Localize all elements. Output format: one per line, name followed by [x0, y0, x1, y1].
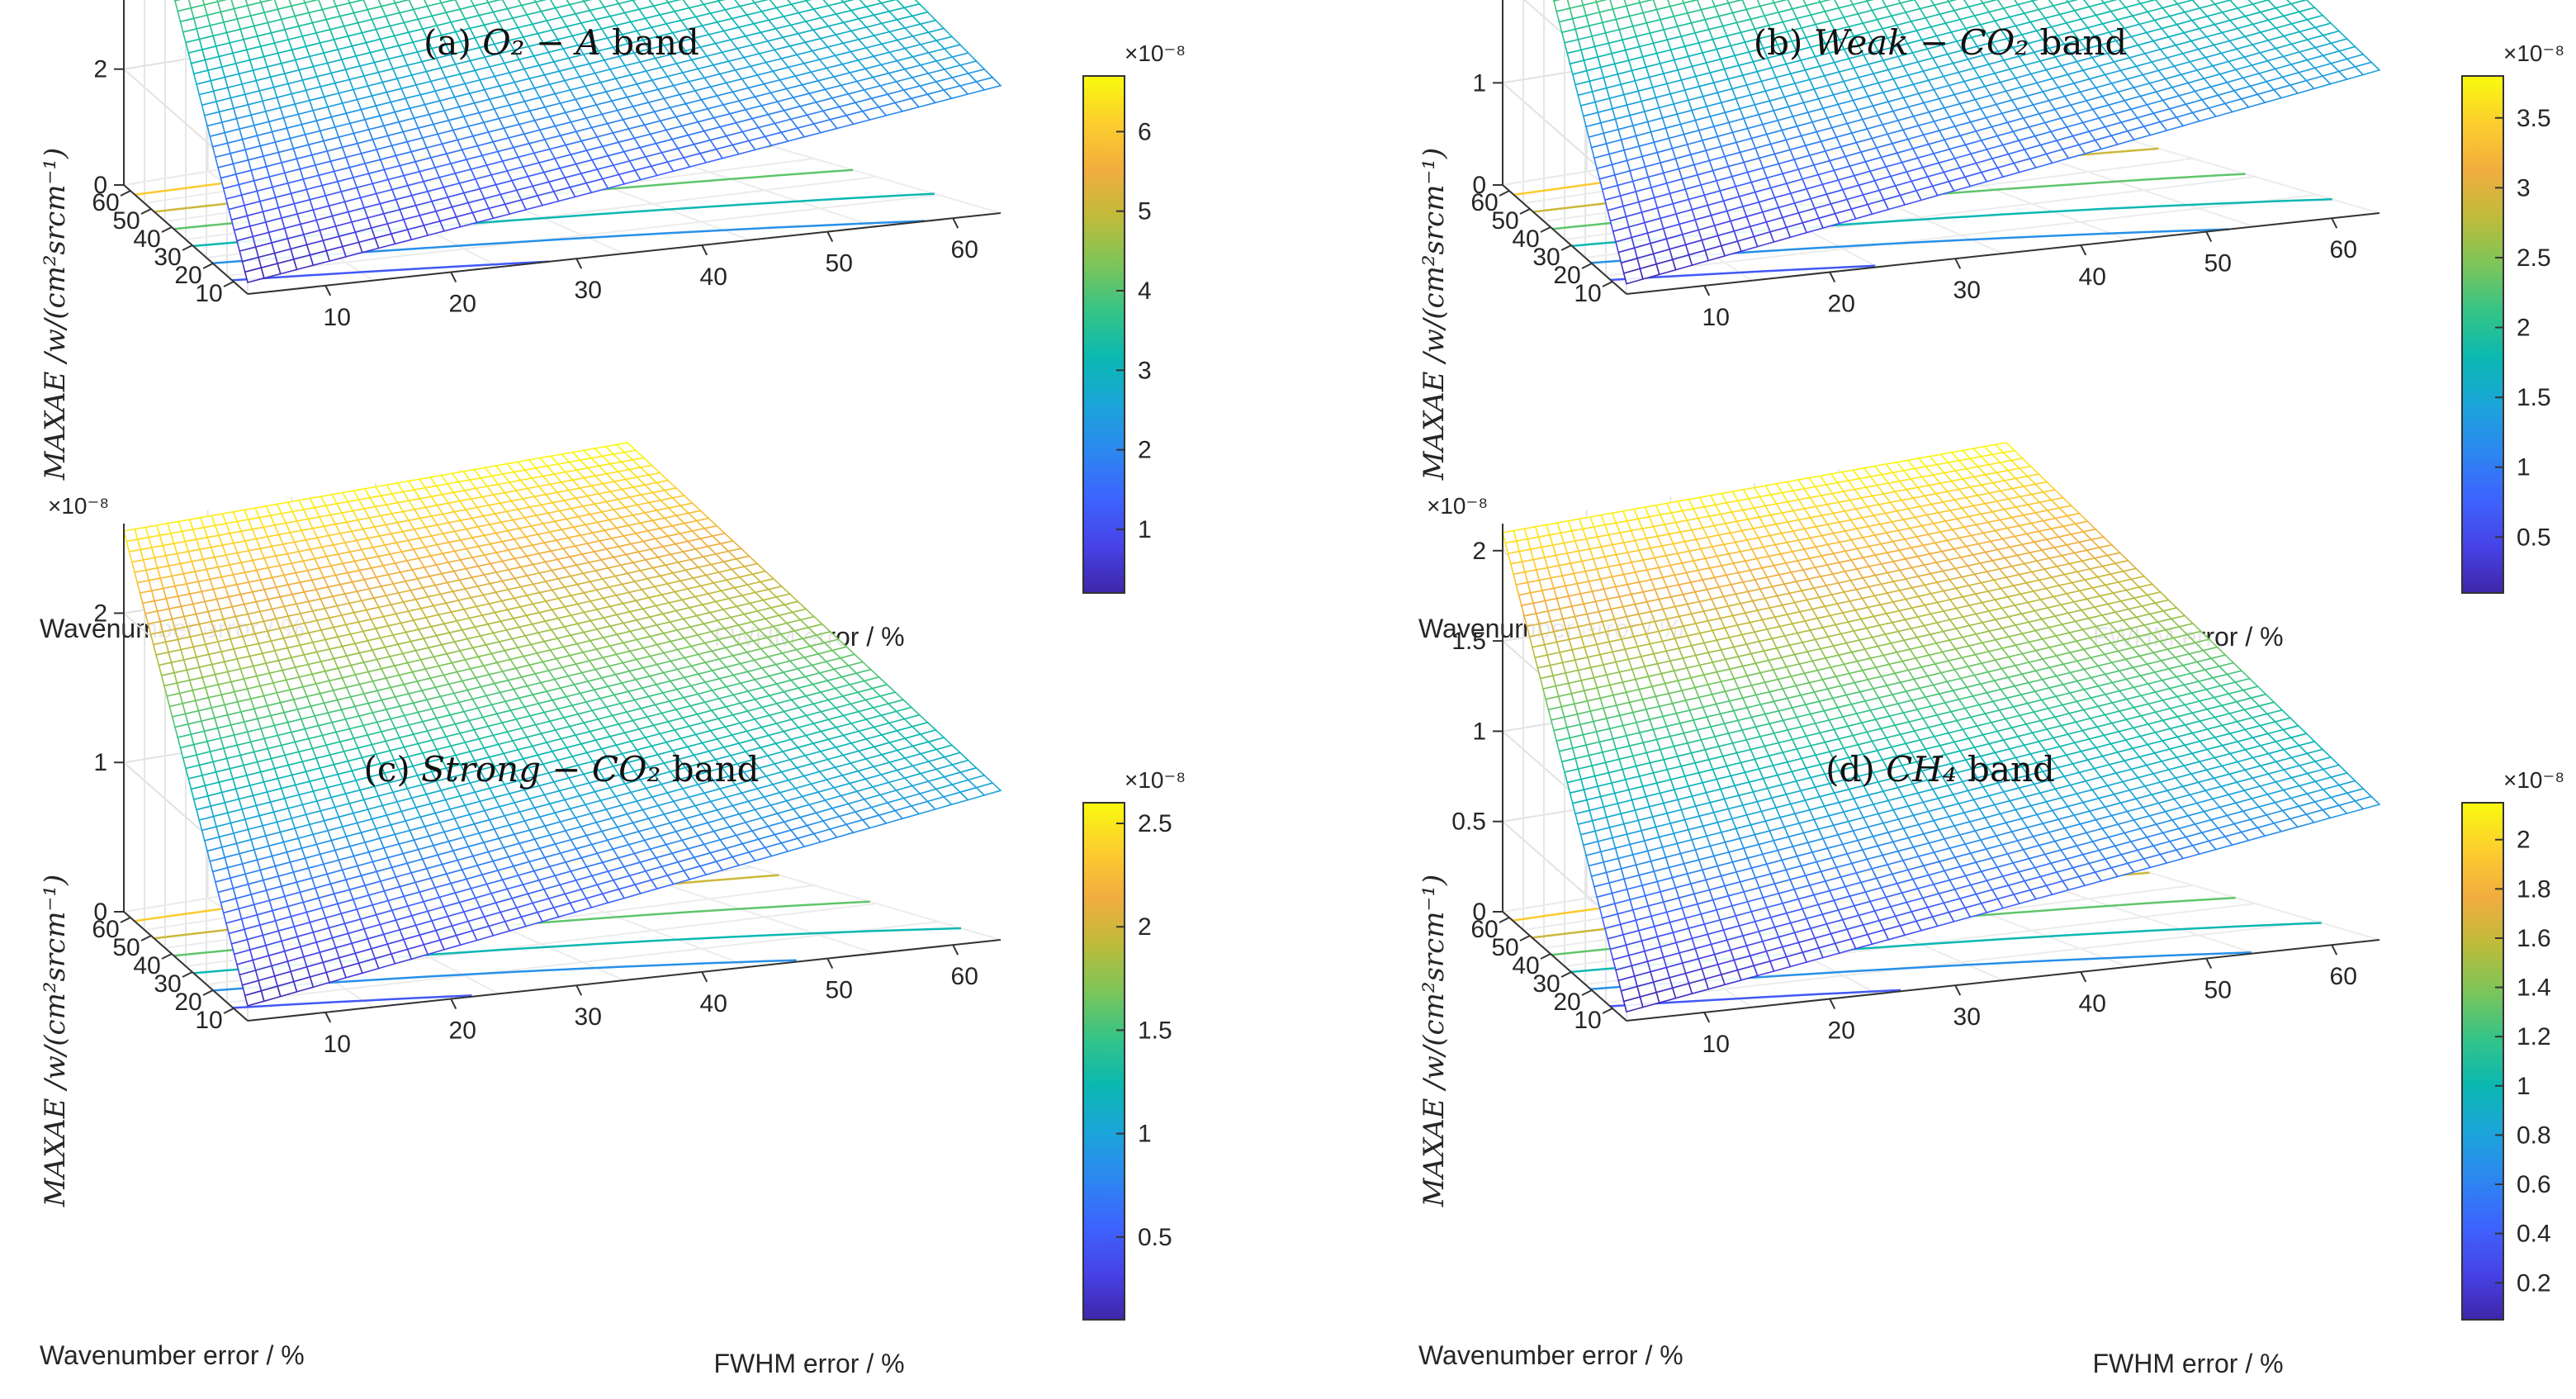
y-tick: [1519, 208, 1531, 215]
colorbar: 1 2 3 4 5 6 ×10⁻⁸: [1082, 40, 1186, 594]
surface-mesh: [173, 0, 1002, 283]
contour-line: [232, 260, 549, 282]
z-tick-label: 1: [1472, 69, 1486, 97]
colorbar-tick-label: 5: [1138, 198, 1152, 225]
colorbar-tick-label: 6: [1138, 118, 1152, 145]
z-tick-label: 0: [1472, 172, 1486, 199]
colorbar-tick-label: 3: [2517, 174, 2531, 202]
colorbar-tick-label: 1: [2517, 454, 2531, 481]
z-tick-label: 2: [93, 56, 107, 83]
title-prefix: (a): [424, 22, 482, 63]
colorbar-tick-label: 3: [1138, 357, 1152, 384]
x-tick: [826, 231, 834, 242]
colorbar-tick-label: 1.5: [2517, 384, 2551, 411]
colorbar-ramp: [1082, 75, 1125, 594]
y-tick: [161, 226, 173, 233]
colorbar-tick-label: 4: [1138, 277, 1152, 305]
z-axis-label: MAXAE /w/(cm²srcm⁻¹): [1418, 148, 1451, 481]
x-tick: [324, 285, 332, 296]
y-tick: [202, 263, 214, 269]
x-tick: [2331, 217, 2338, 229]
x-tick-label: 60: [951, 236, 978, 263]
x-tick-label: 20: [449, 291, 476, 318]
colorbar-tick-label: 2.5: [2517, 244, 2551, 272]
y-tick: [1602, 281, 1613, 287]
x-tick-label: 40: [700, 263, 727, 291]
x-tick: [701, 244, 708, 256]
x-tick: [450, 272, 457, 282]
colorbar-exponent: ×10⁻⁸: [1125, 40, 1186, 66]
y-tick: [182, 244, 193, 251]
x-tick-label: 10: [1702, 304, 1730, 331]
x-tick: [1954, 258, 1962, 269]
x-tick: [952, 217, 959, 229]
colorbar-exponent: ×10⁻⁸: [2503, 40, 2564, 66]
y-tick: [223, 281, 234, 287]
y-tick: [1540, 226, 1551, 233]
title-math: O₂ − A: [482, 22, 601, 63]
colorbar: 0.5 1 1.5 2 2.5 3 3.5 ×10⁻⁸: [2461, 40, 2564, 594]
x-tick-label: 40: [2079, 263, 2106, 291]
x-tick-label: 10: [324, 304, 351, 331]
y-tick: [1499, 190, 1510, 197]
title-suffix: band: [2029, 22, 2127, 63]
z-tick-label: 0: [93, 172, 107, 199]
y-tick: [140, 208, 152, 215]
y-tick: [1581, 263, 1593, 269]
title-prefix: (b): [1754, 22, 1814, 63]
colorbar-tick-label: 1: [1138, 516, 1152, 543]
y-tick: [120, 190, 131, 197]
colorbar-ramp: [2461, 75, 2504, 594]
colorbar-tick-label: 3.5: [2517, 105, 2551, 132]
x-tick: [575, 258, 583, 269]
title-suffix: band: [601, 22, 699, 63]
colorbar-tick-label: 0.5: [2517, 524, 2551, 551]
x-tick-label: 30: [575, 277, 602, 304]
panel-title: (a) O₂ − A band: [424, 22, 699, 63]
x-tick: [1703, 285, 1711, 296]
title-math: Weak − CO₂: [1814, 22, 2029, 63]
y-tick: [1560, 244, 1572, 251]
x-tick-label: 60: [2330, 236, 2357, 263]
colorbar-tick-label: 2: [1138, 437, 1152, 464]
x-tick: [2080, 244, 2087, 256]
x-tick: [2205, 231, 2213, 242]
z-axis-label: MAXAE /w/(cm²srcm⁻¹): [39, 148, 72, 481]
colorbar-tick-label: 2: [2517, 315, 2531, 342]
x-tick-label: 20: [1828, 291, 1855, 318]
panel-title: (b) Weak − CO₂ band: [1754, 22, 2128, 63]
x-tick-label: 30: [1953, 277, 1981, 304]
x-tick-label: 50: [2204, 250, 2232, 277]
x-tick: [1829, 272, 1836, 282]
x-tick-label: 50: [826, 250, 853, 277]
